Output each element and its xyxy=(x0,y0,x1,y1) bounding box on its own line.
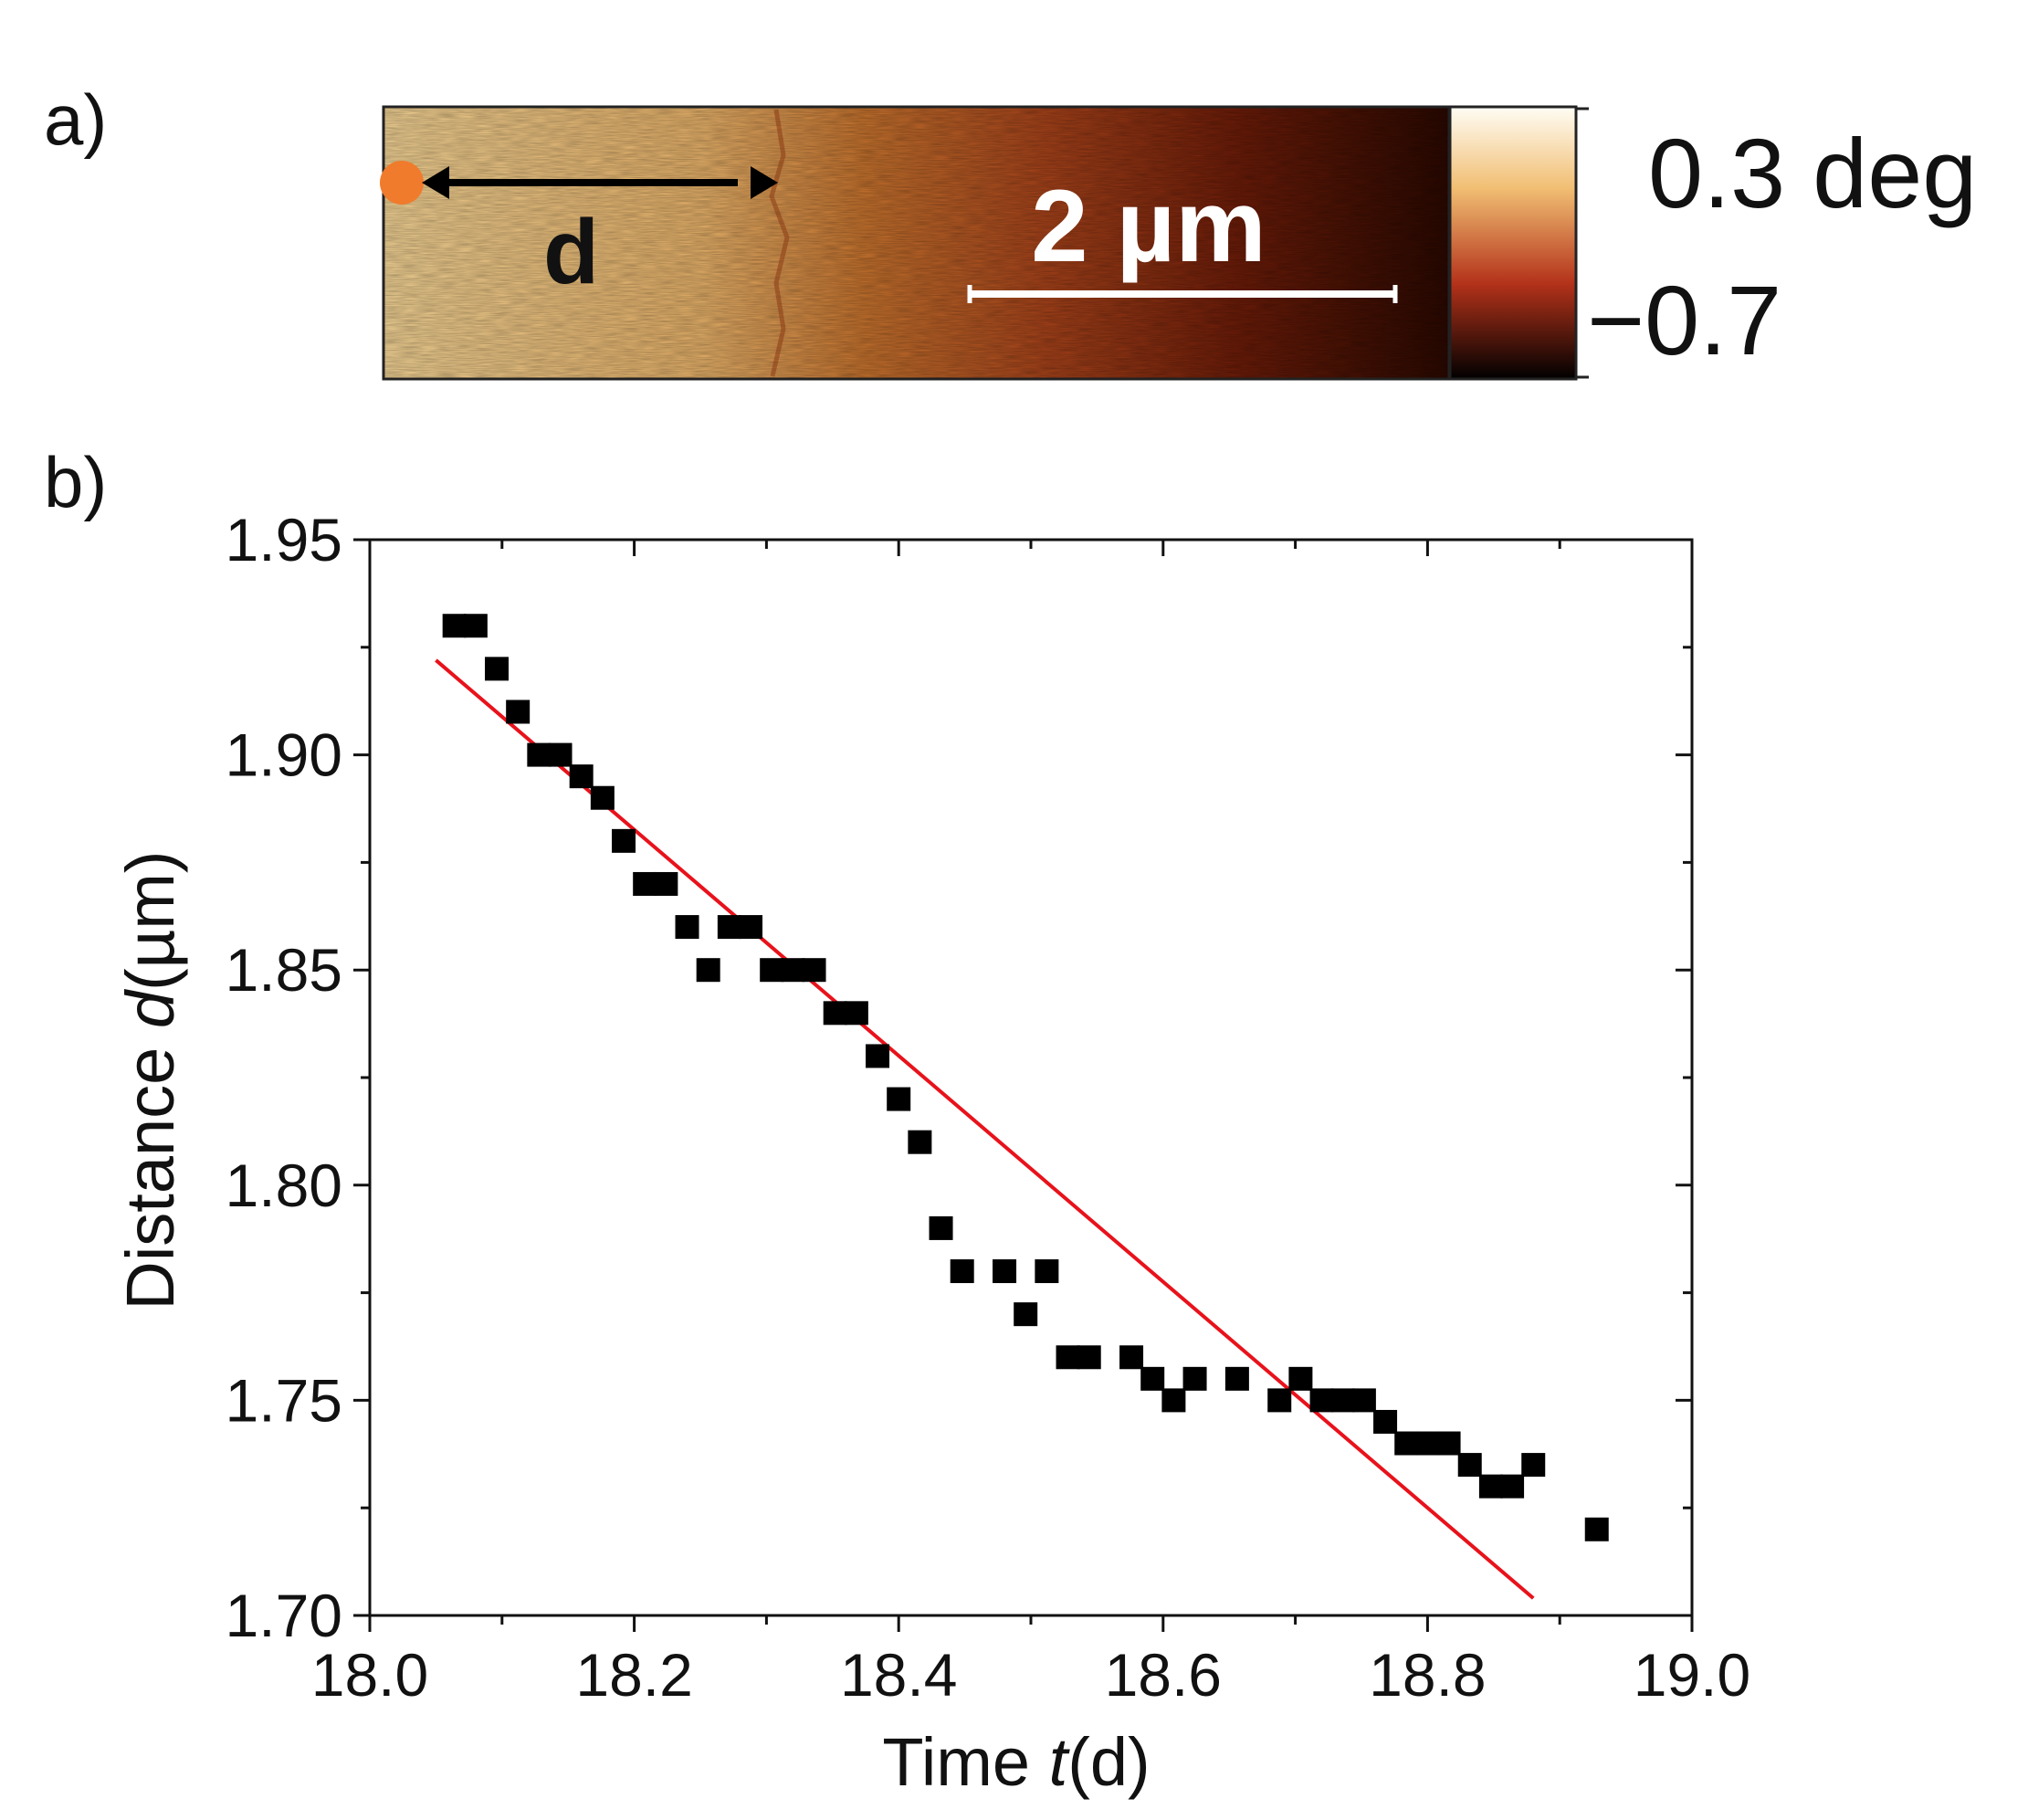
data-point xyxy=(1521,1453,1546,1478)
fit-line xyxy=(435,658,1535,1600)
data-point xyxy=(887,1087,911,1111)
data-point xyxy=(548,742,573,767)
domain-wall xyxy=(769,109,790,377)
x-tick-labels: 18.0 18.2 18.4 18.6 18.8 19.0 xyxy=(311,1641,1750,1709)
afm-phase-image xyxy=(382,105,1451,381)
data-point xyxy=(1119,1345,1144,1370)
x-tick-label: 18.8 xyxy=(1369,1641,1486,1709)
x-tick-label: 18.0 xyxy=(311,1641,428,1709)
plot-frame xyxy=(368,538,1694,1617)
data-point xyxy=(1140,1366,1165,1391)
colorbar-max-label: 0.3 deg xyxy=(1648,118,1977,228)
data-point xyxy=(950,1259,974,1284)
x-axis-title: Time t(d) xyxy=(882,1724,1150,1800)
data-point xyxy=(1224,1366,1249,1391)
origin-marker xyxy=(380,161,424,205)
data-point xyxy=(696,958,720,983)
data-points xyxy=(442,614,1609,1541)
data-point xyxy=(1457,1453,1482,1478)
data-point xyxy=(485,657,510,681)
data-point xyxy=(569,764,594,789)
y-tick-label: 1.75 xyxy=(226,1366,342,1434)
data-point xyxy=(1267,1388,1292,1413)
distance-label: d xyxy=(543,201,599,303)
data-point xyxy=(1161,1388,1186,1413)
data-point xyxy=(633,871,657,896)
data-point xyxy=(1330,1388,1355,1413)
data-point xyxy=(654,871,678,896)
y-tick-labels: 1.70 1.75 1.80 1.85 1.90 1.95 xyxy=(226,506,342,1649)
data-point xyxy=(442,614,467,638)
scale-bar xyxy=(967,285,1398,303)
y-axis-title: Distance d(µm) xyxy=(112,850,188,1310)
data-point xyxy=(844,1001,868,1026)
y-tick-label: 1.90 xyxy=(226,721,342,789)
data-point xyxy=(527,742,552,767)
panel-a-label: a) xyxy=(44,79,107,160)
data-point xyxy=(1182,1366,1207,1391)
data-point xyxy=(866,1044,890,1068)
x-tick-label: 19.0 xyxy=(1634,1641,1750,1709)
data-point xyxy=(1309,1388,1334,1413)
data-point xyxy=(1035,1259,1059,1284)
scatter-plot: 18.0 18.2 18.4 18.6 18.8 19.0 1.70 1.75 1.80 1.8… xyxy=(226,506,1751,1709)
data-point xyxy=(739,915,763,940)
data-point xyxy=(802,958,826,983)
colorbar xyxy=(1448,105,1589,381)
axis-ticks xyxy=(353,538,1694,1632)
data-point xyxy=(1436,1431,1461,1456)
x-tick-label: 18.4 xyxy=(840,1641,957,1709)
x-tick-label: 18.2 xyxy=(575,1641,692,1709)
data-point xyxy=(929,1215,953,1240)
data-point xyxy=(760,958,784,983)
data-point xyxy=(1500,1474,1525,1499)
scale-bar-label: 2 µm xyxy=(1031,169,1266,283)
data-point xyxy=(1373,1409,1398,1434)
data-point xyxy=(463,614,488,638)
data-point xyxy=(590,785,615,810)
data-point xyxy=(506,700,531,724)
y-tick-label: 1.70 xyxy=(226,1582,342,1649)
data-point xyxy=(1014,1302,1038,1327)
data-point xyxy=(1415,1431,1440,1456)
distance-arrow xyxy=(422,166,778,199)
data-point xyxy=(1077,1345,1101,1370)
data-point xyxy=(1351,1388,1376,1413)
fit-line-group xyxy=(435,658,1535,1600)
data-point xyxy=(823,1001,847,1026)
panel-b-label: b) xyxy=(44,442,107,522)
y-tick-label: 1.95 xyxy=(226,506,342,573)
colorbar-min-label: −0.7 xyxy=(1587,265,1781,375)
data-point xyxy=(1394,1431,1419,1456)
y-tick-label: 1.85 xyxy=(226,936,342,1004)
y-tick-label: 1.80 xyxy=(226,1152,342,1219)
data-point xyxy=(993,1259,1017,1284)
data-point xyxy=(675,915,699,940)
data-point xyxy=(612,828,636,853)
data-point xyxy=(1056,1345,1080,1370)
data-point xyxy=(781,958,805,983)
data-point xyxy=(717,915,741,940)
data-point xyxy=(1478,1474,1503,1499)
data-point xyxy=(1288,1366,1313,1391)
data-point xyxy=(908,1130,932,1154)
x-tick-label: 18.6 xyxy=(1105,1641,1222,1709)
data-point xyxy=(1584,1517,1609,1541)
